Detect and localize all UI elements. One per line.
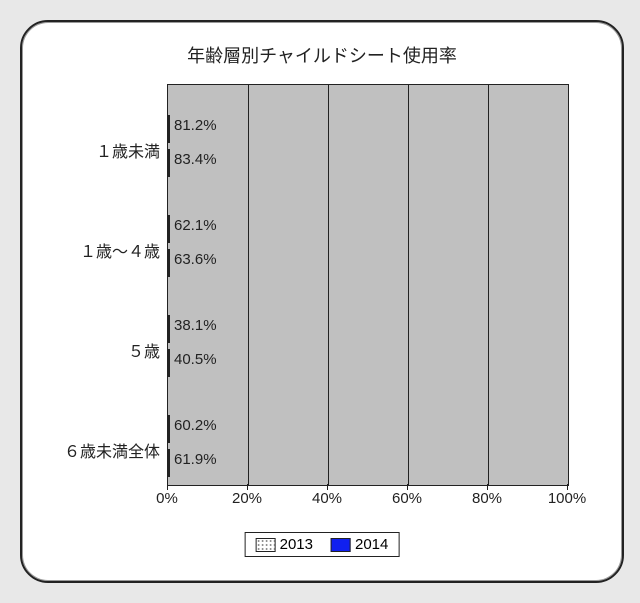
bar-2013: [168, 215, 170, 243]
chart-frame: 年齢層別チャイルドシート使用率 81.2% 83.4% 62.1% 63.6% …: [20, 20, 624, 583]
value-label: 61.9%: [174, 451, 217, 468]
x-tick-label: 80%: [467, 490, 507, 507]
legend-swatch-2014: [331, 538, 351, 552]
value-label: 63.6%: [174, 251, 217, 268]
value-label: 81.2%: [174, 117, 217, 134]
x-tick-label: 60%: [387, 490, 427, 507]
category-label: ５歳: [40, 338, 160, 362]
bar-2013: [168, 115, 170, 143]
legend-item-2014: 2014: [331, 536, 388, 553]
category-label: １歳～４歳: [40, 238, 160, 262]
bar-2014: [168, 249, 170, 277]
gridline: [248, 85, 249, 485]
plot-area: 81.2% 83.4% 62.1% 63.6% 38.1% 40.5% 60.2…: [167, 84, 569, 486]
gridline: [408, 85, 409, 485]
gridline: [488, 85, 489, 485]
legend-item-2013: 2013: [256, 536, 313, 553]
category-label: １歳未満: [40, 138, 160, 162]
legend-label: 2014: [355, 536, 388, 553]
chart-title: 年齢層別チャイルドシート使用率: [22, 42, 622, 68]
x-tick-label: 20%: [227, 490, 267, 507]
x-tick-label: 100%: [547, 490, 587, 507]
value-label: 83.4%: [174, 151, 217, 168]
legend: 2013 2014: [245, 532, 400, 557]
x-tick-label: 40%: [307, 490, 347, 507]
bar-2013: [168, 315, 170, 343]
legend-label: 2013: [280, 536, 313, 553]
value-label: 62.1%: [174, 217, 217, 234]
x-tick-label: 0%: [147, 490, 187, 507]
value-label: 40.5%: [174, 351, 217, 368]
legend-swatch-2013: [256, 538, 276, 552]
bar-2014: [168, 349, 170, 377]
category-label: ６歳未満全体: [40, 438, 160, 462]
bar-2013: [168, 415, 170, 443]
value-label: 38.1%: [174, 317, 217, 334]
value-label: 60.2%: [174, 417, 217, 434]
gridline: [328, 85, 329, 485]
bar-2014: [168, 149, 170, 177]
bar-2014: [168, 449, 170, 477]
